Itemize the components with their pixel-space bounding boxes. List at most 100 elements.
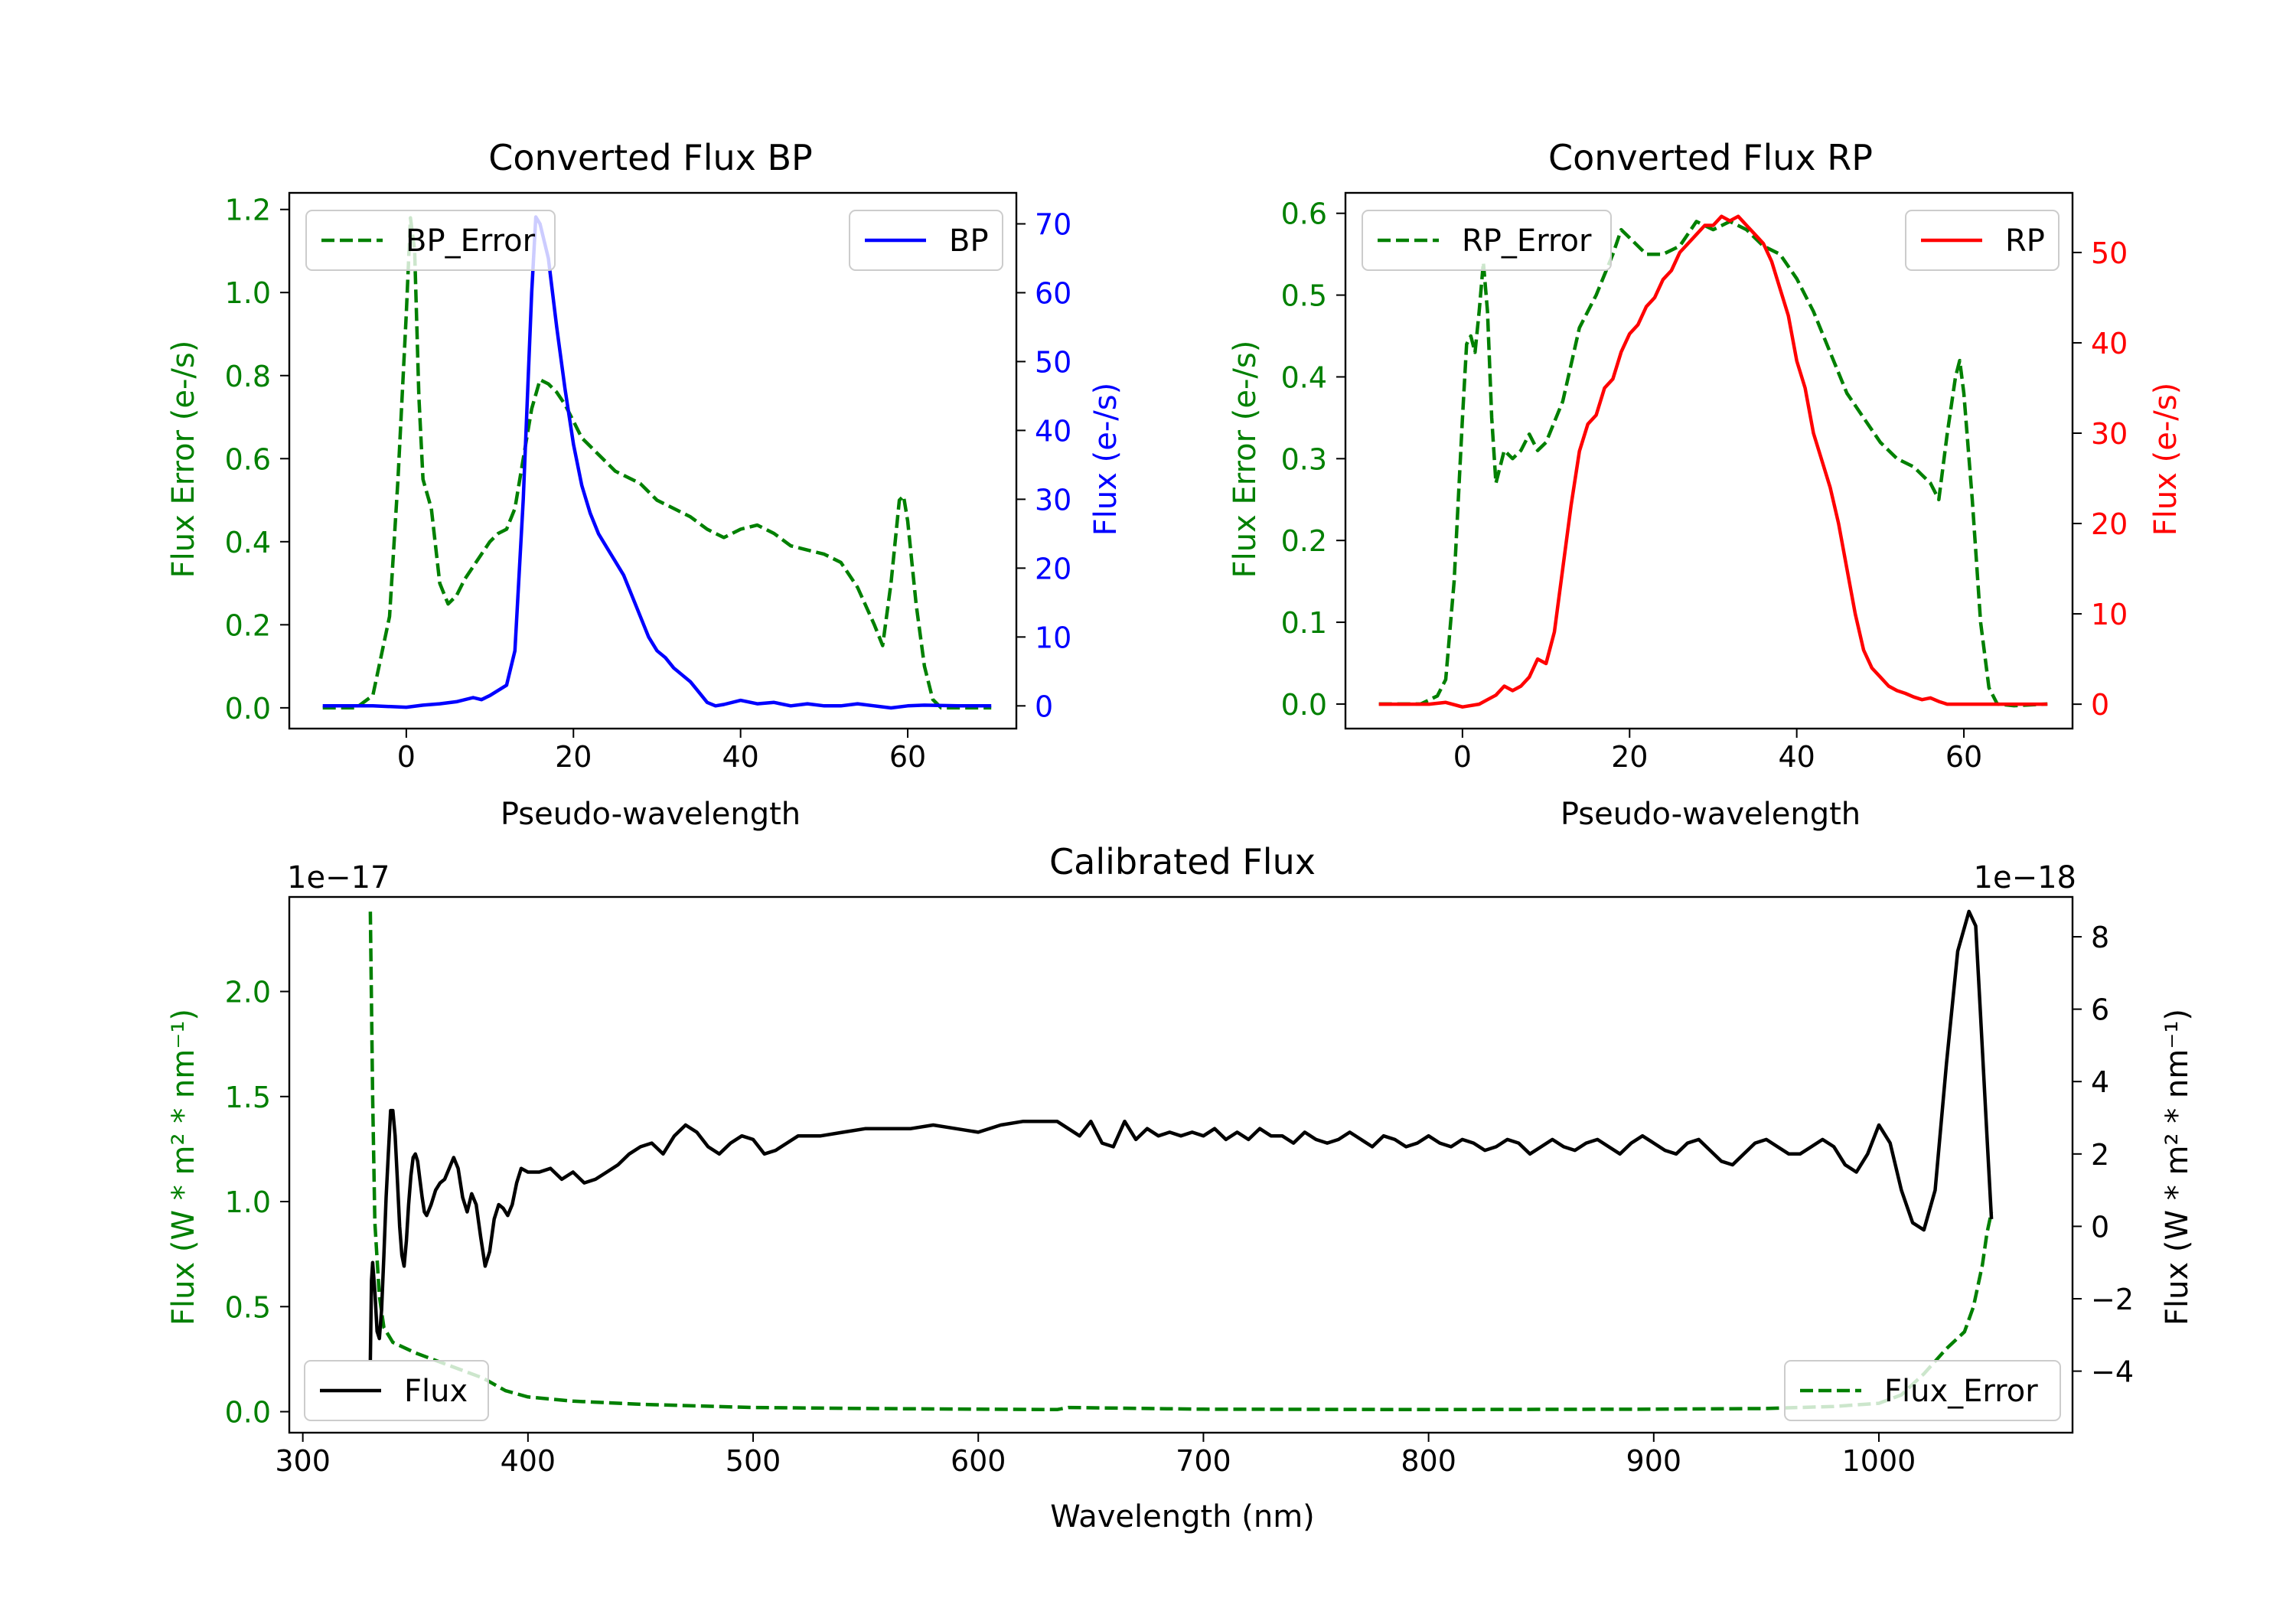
bp-x-ticks: 0 20 40 60 (397, 729, 926, 774)
calibrated-right-axis-label: Flux (W * m² * nm⁻¹) (2160, 1009, 2195, 1326)
calibrated-left-offset-label: 1e−17 (287, 860, 390, 895)
calibrated-right-tick-label: 8 (2091, 921, 2109, 954)
calibrated-left-tick-label: 1.0 (225, 1185, 271, 1219)
bp-flux-panel: Converted Flux BP 0 20 40 60 0.00.20.40.60.… (166, 137, 1124, 832)
flux-error-legend-label: Flux_Error (1884, 1374, 2038, 1409)
calibrated-right-tick-label: 4 (2091, 1065, 2109, 1099)
bp-right-tick-label: 50 (1035, 345, 1071, 379)
bp-error-legend: BP_Error (305, 210, 556, 271)
rp-flux-panel: Converted Flux RP 0 20 40 60 0.00.10.20.30.… (1228, 137, 2183, 832)
flux-legend: Flux (304, 1360, 489, 1421)
rp-left-ticks: 0.0 0.1 0.2 0.3 0.4 0.5 0.6 (1281, 197, 1345, 722)
bp-right-tick-label: 0 (1035, 690, 1053, 723)
rp-legend: RP (1905, 210, 2060, 271)
rp-error-legend-label: RP_Error (1462, 223, 1592, 259)
bp-x-tick-label: 0 (397, 740, 416, 774)
rp-x-tick-label: 60 (1945, 740, 1982, 774)
rp-left-tick-label: 0.1 (1281, 606, 1327, 640)
rp-panel-title: Converted Flux RP (1548, 137, 1873, 178)
bp-left-tick-label: 0.2 (225, 608, 271, 642)
rp-legend-label: RP (2005, 223, 2045, 259)
rp-error-series-line (1378, 220, 2048, 708)
bp-right-tick-label: 20 (1035, 552, 1071, 585)
flux-legend-label: Flux (404, 1374, 468, 1409)
calibrated-panel-title: Calibrated Flux (1049, 841, 1316, 882)
flux-error-legend: Flux_Error (1784, 1360, 2061, 1421)
rp-right-tick-label: 40 (2091, 327, 2128, 360)
calibrated-error-series-line (368, 911, 1994, 1412)
calibrated-right-tick-label: 6 (2091, 993, 2109, 1027)
calibrated-flux-series-line (368, 909, 1994, 1361)
bp-left-ticks: 0.0 0.2 0.4 0.6 0.8 1.0 1.2 (225, 194, 289, 726)
bp-right-tick-label: 70 (1035, 207, 1071, 241)
rp-x-tick-label: 20 (1611, 740, 1648, 774)
rp-right-tick-label: 20 (2091, 507, 2128, 541)
calibrated-left-tick-label: 0.5 (225, 1290, 271, 1324)
rp-x-tick-label: 40 (1778, 740, 1815, 774)
bp-x-axis-label: Pseudo-wavelength (501, 797, 801, 832)
rp-error-legend: RP_Error (1362, 210, 1612, 271)
rp-left-axis-label: Flux Error (e-/s) (1228, 341, 1263, 579)
bp-left-tick-label: 0.4 (225, 526, 271, 559)
bp-panel-title: Converted Flux BP (488, 137, 813, 178)
calibrated-right-tick-label: 2 (2091, 1138, 2109, 1172)
rp-right-tick-label: 0 (2091, 688, 2109, 722)
calibrated-right-ticks: −4 −2 0 2 4 6 8 (2073, 921, 2134, 1389)
rp-right-ticks: 0 10 20 30 40 50 (2073, 236, 2128, 722)
calibrated-x-tick-label: 500 (726, 1444, 781, 1478)
bp-x-tick-label: 20 (555, 740, 592, 774)
calibrated-x-tick-label: 400 (501, 1444, 556, 1478)
rp-right-axis-label: Flux (e-/s) (2148, 383, 2183, 536)
bp-right-axis-label: Flux (e-/s) (1088, 383, 1124, 536)
calibrated-x-axis-label: Wavelength (nm) (1050, 1499, 1315, 1534)
rp-axes-frame (1344, 191, 2074, 730)
rp-x-axis-label: Pseudo-wavelength (1561, 797, 1861, 832)
bp-left-tick-label: 1.0 (225, 276, 271, 310)
bp-error-legend-label: BP_Error (406, 223, 536, 259)
rp-plot-area (1344, 191, 2074, 730)
calibrated-plot-area (288, 895, 2074, 1434)
calibrated-x-tick-label: 1000 (1842, 1444, 1916, 1478)
calibrated-left-tick-label: 0.0 (225, 1396, 271, 1430)
calibrated-right-offset-label: 1e−18 (1974, 860, 2076, 895)
rp-right-tick-label: 10 (2091, 598, 2128, 631)
bp-x-tick-label: 60 (889, 740, 926, 774)
calibrated-x-tick-label: 700 (1176, 1444, 1231, 1478)
bp-left-tick-label: 0.6 (225, 442, 271, 476)
rp-flux-series-line (1378, 214, 2048, 709)
calibrated-left-tick-label: 2.0 (225, 976, 271, 1009)
bp-axes-frame (288, 191, 1018, 730)
calibrated-x-ticks: 300 400 500 600 700 800 900 1000 (275, 1433, 1916, 1478)
bp-right-tick-label: 10 (1035, 621, 1071, 654)
bp-left-tick-label: 0.8 (225, 360, 271, 393)
rp-left-tick-label: 0.2 (1281, 524, 1327, 558)
calibrated-flux-panel: Calibrated Flux 1e−17 1e−18 300 400 500 600… (166, 841, 2195, 1534)
calibrated-right-tick-label: 0 (2091, 1210, 2109, 1244)
rp-x-ticks: 0 20 40 60 (1453, 729, 1982, 774)
calibrated-x-tick-label: 900 (1626, 1444, 1682, 1478)
rp-right-tick-label: 50 (2091, 236, 2128, 270)
bp-left-tick-label: 0.0 (225, 692, 271, 726)
calibrated-right-tick-label: −2 (2091, 1283, 2134, 1316)
calibrated-x-tick-label: 800 (1401, 1444, 1456, 1478)
bp-plot-area (288, 191, 1018, 730)
bp-right-tick-label: 40 (1035, 414, 1071, 448)
rp-x-tick-label: 0 (1453, 740, 1472, 774)
bp-left-tick-label: 1.2 (225, 194, 271, 227)
rp-left-tick-label: 0.6 (1281, 197, 1327, 231)
rp-right-tick-label: 30 (2091, 417, 2128, 451)
bp-left-axis-label: Flux Error (e-/s) (166, 341, 201, 579)
bp-right-ticks: 0 10 20 30 40 50 60 70 (1016, 207, 1071, 723)
bp-right-tick-label: 60 (1035, 276, 1071, 310)
calibrated-x-tick-label: 300 (275, 1444, 331, 1478)
calibrated-x-tick-label: 600 (951, 1444, 1006, 1478)
rp-left-tick-label: 0.0 (1281, 688, 1327, 722)
rp-left-tick-label: 0.4 (1281, 360, 1327, 394)
calibrated-left-tick-label: 1.5 (225, 1081, 271, 1114)
bp-error-series-line (322, 216, 992, 710)
bp-legend: BP (849, 210, 1003, 271)
bp-x-tick-label: 40 (722, 740, 758, 774)
bp-legend-label: BP (949, 223, 989, 259)
rp-left-tick-label: 0.5 (1281, 279, 1327, 313)
